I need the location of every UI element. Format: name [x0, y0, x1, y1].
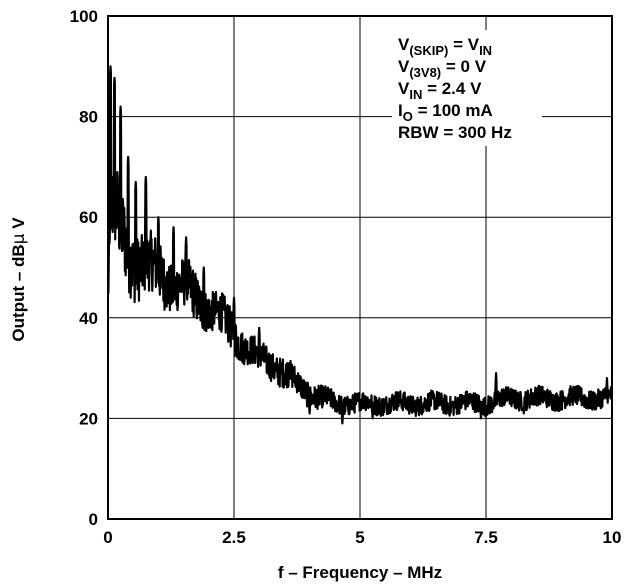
- condition-subscript: IN: [409, 87, 422, 102]
- condition-line: VIN = 2.4 V: [398, 79, 482, 102]
- plot-frame: [107, 15, 613, 520]
- x-tick-label: 5: [355, 528, 364, 547]
- x-tick-label: 10: [603, 528, 622, 547]
- condition-subscript: O: [403, 109, 413, 124]
- y-axis-label-text: Output – dB: [9, 244, 28, 341]
- condition-value: = 2.4 V: [422, 79, 482, 98]
- condition-value: = V: [448, 35, 479, 54]
- y-tick-label: 0: [89, 510, 98, 529]
- condition-subscript: (3V8): [409, 65, 441, 80]
- y-axis-label-unit: V: [9, 217, 28, 234]
- x-tick-label: 7.5: [474, 528, 498, 547]
- y-axis-label: Output – dBµ V: [9, 217, 29, 342]
- spectrum-trace: [106, 65, 613, 425]
- condition-symbol: V: [398, 57, 410, 76]
- condition-value: = 0 V: [441, 57, 487, 76]
- x-axis-label: f – Frequency – MHz: [278, 563, 442, 582]
- condition-symbol: V: [398, 35, 410, 54]
- condition-line: V(SKIP) = VIN: [398, 35, 492, 58]
- y-tick-label: 20: [79, 409, 98, 428]
- x-tick-labels: 0 2.5 5 7.5 10: [103, 528, 621, 547]
- condition-line: IO = 100 mA: [398, 101, 493, 124]
- condition-line: RBW = 300 Hz: [398, 123, 512, 142]
- y-tick-labels: 0 20 40 60 80 100: [70, 7, 98, 529]
- x-tick-label: 0: [103, 528, 112, 547]
- y-tick-label: 80: [79, 108, 98, 127]
- y-tick-label: 100: [70, 7, 98, 26]
- y-axis-label-mu: µ: [9, 233, 29, 244]
- condition-subscript: IN: [479, 43, 492, 58]
- condition-symbol: V: [398, 79, 410, 98]
- condition-line: V(3V8) = 0 V: [398, 57, 487, 80]
- spectrum-line: [106, 65, 613, 425]
- conditions-background: [392, 30, 542, 146]
- condition-symbol: RBW = 300 Hz: [398, 123, 512, 142]
- y-tick-label: 60: [79, 208, 98, 227]
- condition-value: = 100 mA: [413, 101, 493, 120]
- y-tick-label: 40: [79, 309, 98, 328]
- condition-subscript: (SKIP): [409, 43, 448, 58]
- condition-symbol: I: [398, 101, 403, 120]
- x-tick-label: 2.5: [222, 528, 246, 547]
